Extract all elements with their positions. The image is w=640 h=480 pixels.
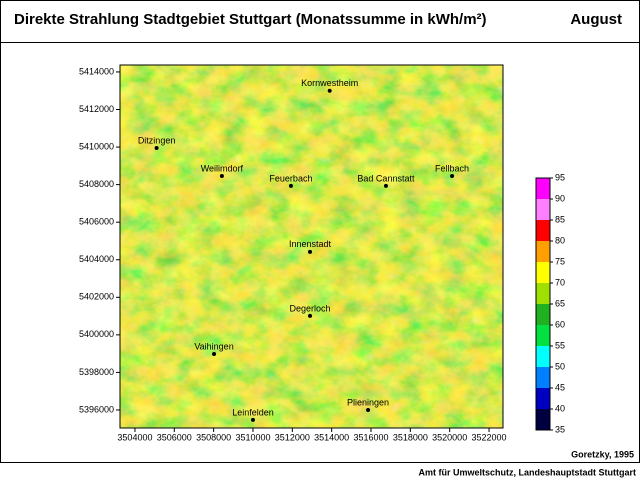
colorbar-segment [536,388,550,409]
place-marker [450,173,455,178]
colorbar-segment [536,304,550,325]
colorbar-segment [536,178,550,199]
y-tick-label: 5402000 [79,292,114,302]
place-label: Feuerbach [269,173,312,183]
x-tick-label: 3504000 [117,432,152,442]
place-label: Innenstadt [289,239,332,249]
x-tick-label: 3516000 [353,432,388,442]
colorbar-label: 75 [555,256,565,266]
place-label: Fellbach [435,163,469,173]
y-tick-label: 5414000 [79,66,114,76]
y-tick-label: 5412000 [79,104,114,114]
colorbar-label: 85 [555,214,565,224]
colorbar-label: 40 [555,403,565,413]
place-marker [308,313,313,318]
colorbar-segment [536,367,550,388]
y-tick-label: 5400000 [79,329,114,339]
map-border [119,64,504,429]
colorbar-segment [536,346,550,367]
y-tick-label: 5408000 [79,179,114,189]
colorbar-label: 50 [555,361,565,371]
title-box [0,0,640,43]
institution: Amt für Umweltschutz, Landeshauptstadt S… [418,467,636,477]
place-label: Ditzingen [138,135,176,145]
place-marker [212,352,217,357]
colorbar-segment [536,241,550,262]
place-marker [383,183,388,188]
place-marker [154,146,159,151]
y-tick-label: 5396000 [79,404,114,414]
colorbar-label: 80 [555,235,565,245]
colorbar-segment [536,262,550,283]
colorbar-segment [536,325,550,346]
map: 3504000 3506000 3508000 3510000 3512000 35140… [79,64,507,442]
y-tick-label: 5398000 [79,367,114,377]
colorbar-segment [536,199,550,220]
month: August [570,11,622,28]
place-label: Plieningen [347,397,389,407]
x-tick-label: 3518000 [393,432,428,442]
colorbar-label: 35 [555,424,565,434]
colorbar-segment [536,409,550,430]
place-marker [327,88,332,93]
y-tick-label: 5410000 [79,141,114,151]
colorbar-label: 55 [555,340,565,350]
place-marker [288,183,293,188]
colorbar-segment [536,220,550,241]
colorbar-label: 65 [555,298,565,308]
place-marker [219,173,224,178]
place-label: Bad Cannstatt [357,173,415,183]
place-label: Leinfelden [232,407,274,417]
x-tick-label: 3520000 [432,432,467,442]
place-marker [250,417,255,422]
place-marker [308,249,313,254]
y-tick-label: 5406000 [79,217,114,227]
colorbar-label: 60 [555,319,565,329]
colorbar-label: 90 [555,193,565,203]
place-marker [366,407,371,412]
x-tick-label: 3510000 [235,432,270,442]
y-tick-label: 5404000 [79,254,114,264]
colorbar-segment [536,283,550,304]
place-label: Vaihingen [194,341,233,351]
title: Direkte Strahlung Stadtgebiet Stuttgart … [14,11,487,28]
colorbar-label: 45 [555,382,565,392]
colorbar: 35 40 45 50 55 60 65 70 75 80 85 90 95 [535,172,565,434]
x-tick-label: 3506000 [157,432,192,442]
place-label: Weilimdorf [201,163,244,173]
colorbar-label: 95 [555,172,565,182]
colorbar-label: 70 [555,277,565,287]
place-label: Kornwestheim [301,78,358,88]
x-tick-label: 3512000 [275,432,310,442]
radiation-raster [120,65,503,428]
x-tick-label: 3522000 [472,432,507,442]
x-tick-label: 3508000 [196,432,231,442]
author: Goretzky, 1995 [571,449,634,459]
x-tick-label: 3514000 [314,432,349,442]
place-label: Degerloch [290,303,331,313]
